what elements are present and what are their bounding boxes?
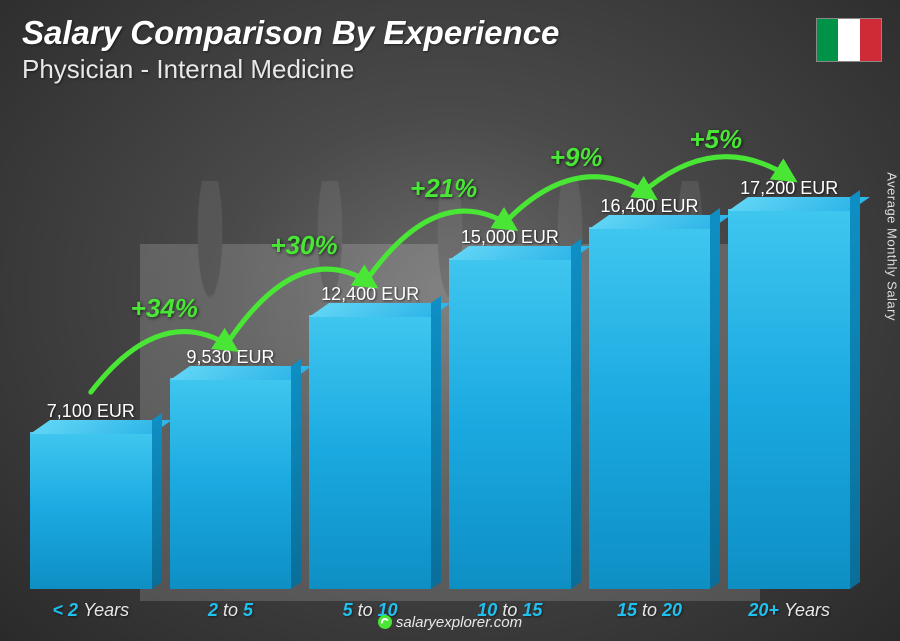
increase-label: +5% [689,124,742,155]
bar-value-label: 12,400 EUR [321,284,419,305]
bar [589,227,711,589]
bar [309,315,431,589]
increase-label: +30% [270,230,337,261]
chart-subtitle: Physician - Internal Medicine [22,54,559,85]
bar-value-label: 16,400 EUR [600,196,698,217]
chart-title: Salary Comparison By Experience [22,14,559,52]
footer-text: salaryexplorer.com [396,614,522,631]
bar-wrap: 7,100 EUR< 2 Years [30,109,152,589]
flag-stripe-green [817,19,838,61]
salary-bar-chart: 7,100 EUR< 2 Years9,530 EUR2 to 5 12,400 … [30,109,850,589]
bar-value-label: 15,000 EUR [461,227,559,248]
bar [30,432,152,589]
bar-wrap: 16,400 EUR15 to 20 [589,109,711,589]
logo-icon [378,615,392,629]
bar-value-label: 17,200 EUR [740,178,838,199]
y-axis-label: Average Monthly Salary [885,172,900,321]
country-flag-italy [816,18,882,62]
footer-attribution: salaryexplorer.com [0,614,900,631]
bar-value-label: 7,100 EUR [47,401,135,422]
flag-stripe-red [860,19,881,61]
flag-stripe-white [838,19,859,61]
increase-label: +9% [550,142,603,173]
increase-label: +21% [410,173,477,204]
bar [449,258,571,589]
bar-wrap: 9,530 EUR2 to 5 [170,109,292,589]
bar [728,209,850,589]
bar [170,378,292,589]
bar-wrap: 17,200 EUR20+ Years [728,109,850,589]
header: Salary Comparison By Experience Physicia… [22,14,559,85]
increase-label: +34% [131,293,198,324]
